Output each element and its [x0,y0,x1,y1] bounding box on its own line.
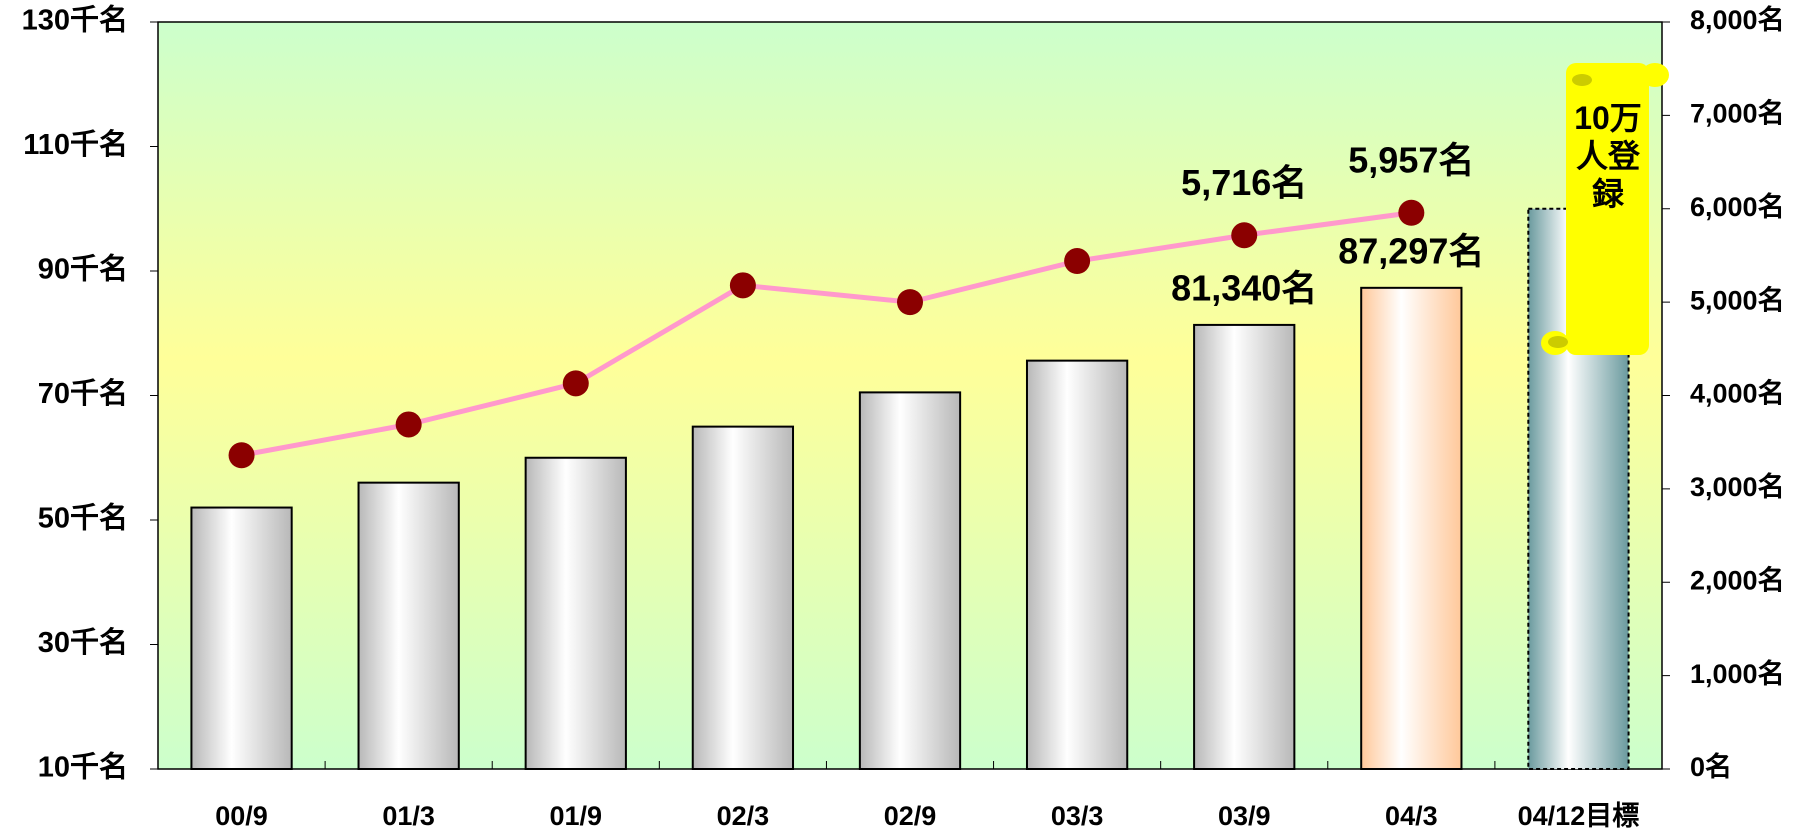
bar [526,458,626,769]
y2-tick-label: 8,000名 [1690,4,1785,35]
y2-tick-label: 5,000名 [1690,284,1785,315]
x-tick-label: 01/3 [382,801,435,831]
bar-value-label: 87,297名 [1338,230,1484,271]
y-tick-label: 10千名 [38,751,128,784]
x-tick-label: 02/3 [717,801,770,831]
line-marker [730,272,756,298]
y-tick-label: 30千名 [38,626,128,659]
line-marker [897,289,923,315]
y2-tick-label: 7,000名 [1690,98,1785,129]
bar [860,392,960,769]
y-tick-label: 130千名 [22,4,128,37]
page: 81,340名 87,297名 5,716名 5,957名 10千名 30千名 50千名 7… [0,0,1795,833]
y2-tick-label: 1,000名 [1690,658,1785,689]
callout-curl [1548,336,1568,348]
annotation: 10万人登録 [1572,100,1644,213]
y2-tick-label: 6,000名 [1690,191,1785,222]
y2-tick-label: 3,000名 [1690,471,1785,502]
x-tick-label: 02/9 [884,801,937,831]
x-tick-label: 03/3 [1051,801,1104,831]
bar [693,427,793,769]
y-tick-label: 50千名 [38,502,128,535]
callout-curl [1572,74,1592,86]
line-marker [563,370,589,396]
bar [1194,325,1294,769]
y-tick-label: 110千名 [23,128,128,161]
bar [191,508,291,769]
x-tick-label: 04/3 [1385,801,1438,831]
line-value-label: 5,957名 [1348,139,1474,180]
x-tick-label: 04/12目標 [1518,801,1640,831]
y2-tick-label: 0名 [1690,751,1732,782]
line-marker [1231,222,1257,248]
bar-value-label: 81,340名 [1171,267,1317,308]
line-marker [229,442,255,468]
y2-tick-label: 2,000名 [1690,564,1785,595]
bar [1361,288,1461,769]
bar [359,483,459,769]
line-marker [1064,248,1090,274]
line-value-label: 5,716名 [1181,162,1307,203]
y2-tick-label: 4,000名 [1690,378,1785,409]
line-marker [396,411,422,437]
line-marker [1398,200,1424,226]
callout-curl [1641,63,1669,87]
x-tick-label: 01/9 [549,801,602,831]
chart: 81,340名 87,297名 5,716名 5,957名 10千名 30千名 50千名 7… [0,0,1795,833]
x-tick-label: 00/9 [215,801,268,831]
y-tick-label: 70千名 [38,377,128,410]
bar [1027,361,1127,769]
y-tick-label: 90千名 [38,253,128,286]
x-tick-label: 03/9 [1218,801,1271,831]
